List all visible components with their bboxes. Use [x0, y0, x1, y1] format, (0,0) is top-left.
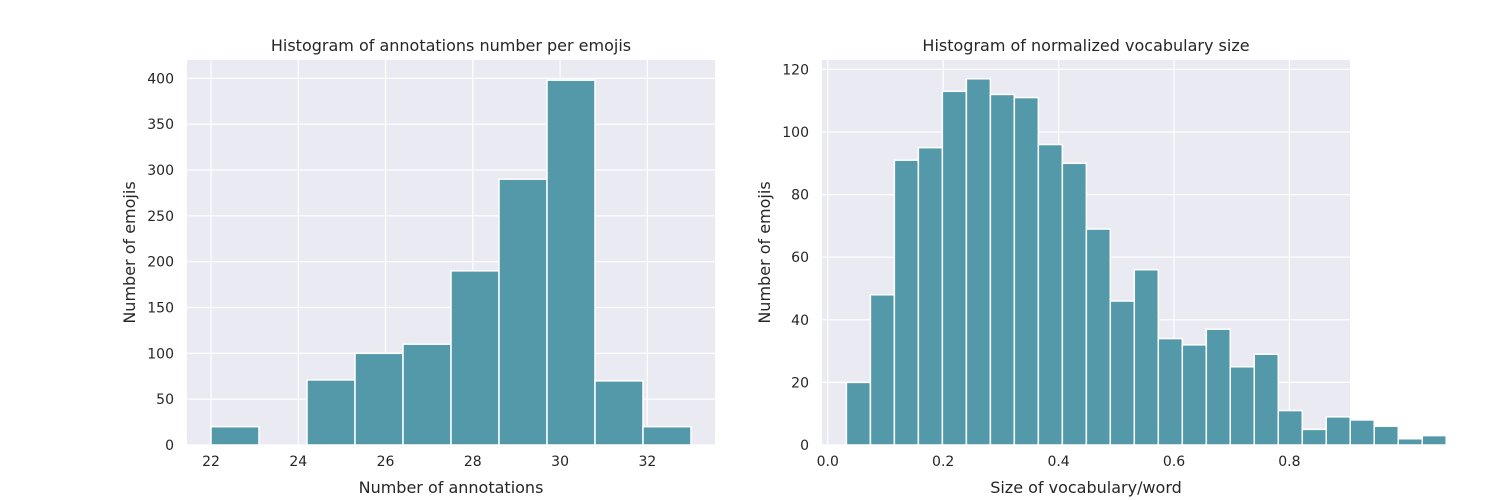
x-tick-label: 0.2 — [932, 454, 954, 470]
histogram-bar — [1301, 428, 1327, 446]
histogram-bar — [1277, 409, 1304, 446]
histogram-bar — [1397, 437, 1423, 446]
histogram-bar — [1373, 425, 1399, 446]
chart-annotations-histogram: 22 24 26 28 30 32 0 50 100 150 200 250 300 350 400 Hi… — [120, 36, 715, 497]
y-tick-label: 0 — [800, 438, 809, 454]
y-tick-label: 350 — [147, 117, 174, 133]
histogram-bar — [1013, 96, 1040, 446]
histogram-bar — [893, 159, 920, 446]
y-tick-label: 150 — [147, 301, 174, 317]
x-tick-label: 28 — [464, 454, 482, 470]
histogram-bar — [498, 178, 548, 446]
x-tick-label: 22 — [202, 454, 220, 470]
chart-title: Histogram of normalized vocabulary size — [922, 36, 1249, 55]
y-tick-label: 80 — [791, 188, 809, 204]
histogram-bar — [402, 343, 452, 446]
x-tick-labels: 22 24 26 28 30 32 — [202, 454, 656, 470]
histogram-bar — [1205, 328, 1232, 446]
x-tick-label: 0.0 — [817, 454, 839, 470]
histogram-bar — [869, 294, 896, 446]
histogram-bar — [306, 379, 356, 446]
chart-title: Histogram of annotations number per emoj… — [271, 36, 631, 55]
y-tick-label: 20 — [791, 375, 809, 391]
y-tick-label: 120 — [782, 62, 809, 78]
x-tick-labels: 0.0 0.2 0.4 0.6 0.8 — [817, 454, 1301, 470]
histogram-bar — [1229, 365, 1256, 446]
y-tick-label: 400 — [147, 71, 174, 87]
bars — [845, 78, 1447, 446]
histogram-bar — [917, 146, 944, 446]
x-tick-label: 24 — [289, 454, 307, 470]
x-tick-label: 26 — [377, 454, 395, 470]
histogram-bar — [1133, 268, 1160, 446]
y-tick-labels: 0 20 40 60 80 100 120 — [782, 62, 809, 454]
histogram-bar — [989, 93, 1016, 446]
histogram-bar — [1325, 416, 1351, 446]
y-tick-label: 0 — [165, 438, 174, 454]
x-tick-label: 32 — [638, 454, 656, 470]
histogram-bar — [1349, 419, 1375, 446]
y-tick-label: 40 — [791, 313, 809, 329]
histogram-bar — [546, 79, 596, 446]
bars — [210, 79, 692, 446]
y-tick-label: 60 — [791, 250, 809, 266]
y-axis-label: Number of emojis — [120, 181, 139, 323]
y-tick-label: 200 — [147, 255, 174, 271]
histogram-bar — [1421, 434, 1447, 446]
x-tick-label: 30 — [551, 454, 569, 470]
histogram-bar — [450, 270, 500, 446]
chart-vocabulary-histogram: 0.0 0.2 0.4 0.6 0.8 0 20 40 60 80 100 120 Histogra… — [755, 36, 1447, 497]
histogram-bar — [1109, 300, 1136, 446]
histogram-bar — [210, 425, 260, 446]
histogram-bar — [354, 352, 404, 446]
histogram-bar — [1061, 162, 1088, 446]
x-axis-label: Number of annotations — [359, 478, 544, 497]
y-tick-label: 100 — [782, 125, 809, 141]
y-tick-label: 100 — [147, 346, 174, 362]
histogram-bar — [1085, 228, 1112, 446]
histogram-bar — [642, 425, 692, 446]
y-tick-label: 300 — [147, 163, 174, 179]
x-axis-label: Size of vocabulary/word — [990, 478, 1182, 497]
y-tick-labels: 0 50 100 150 200 250 300 350 400 — [147, 71, 174, 454]
y-tick-label: 250 — [147, 209, 174, 225]
x-tick-label: 0.8 — [1278, 454, 1300, 470]
histogram-bar — [941, 90, 968, 446]
y-tick-label: 50 — [156, 392, 174, 408]
histogram-bar — [845, 381, 872, 446]
histogram-bar — [1037, 143, 1064, 446]
x-tick-label: 0.4 — [1047, 454, 1069, 470]
histogram-bar — [1181, 344, 1208, 446]
histogram-bar — [1157, 337, 1184, 446]
histogram-bar — [1253, 353, 1280, 446]
histogram-bar — [965, 78, 992, 446]
histogram-bar — [594, 380, 644, 446]
x-tick-label: 0.6 — [1163, 454, 1185, 470]
y-axis-label: Number of emojis — [755, 181, 774, 323]
